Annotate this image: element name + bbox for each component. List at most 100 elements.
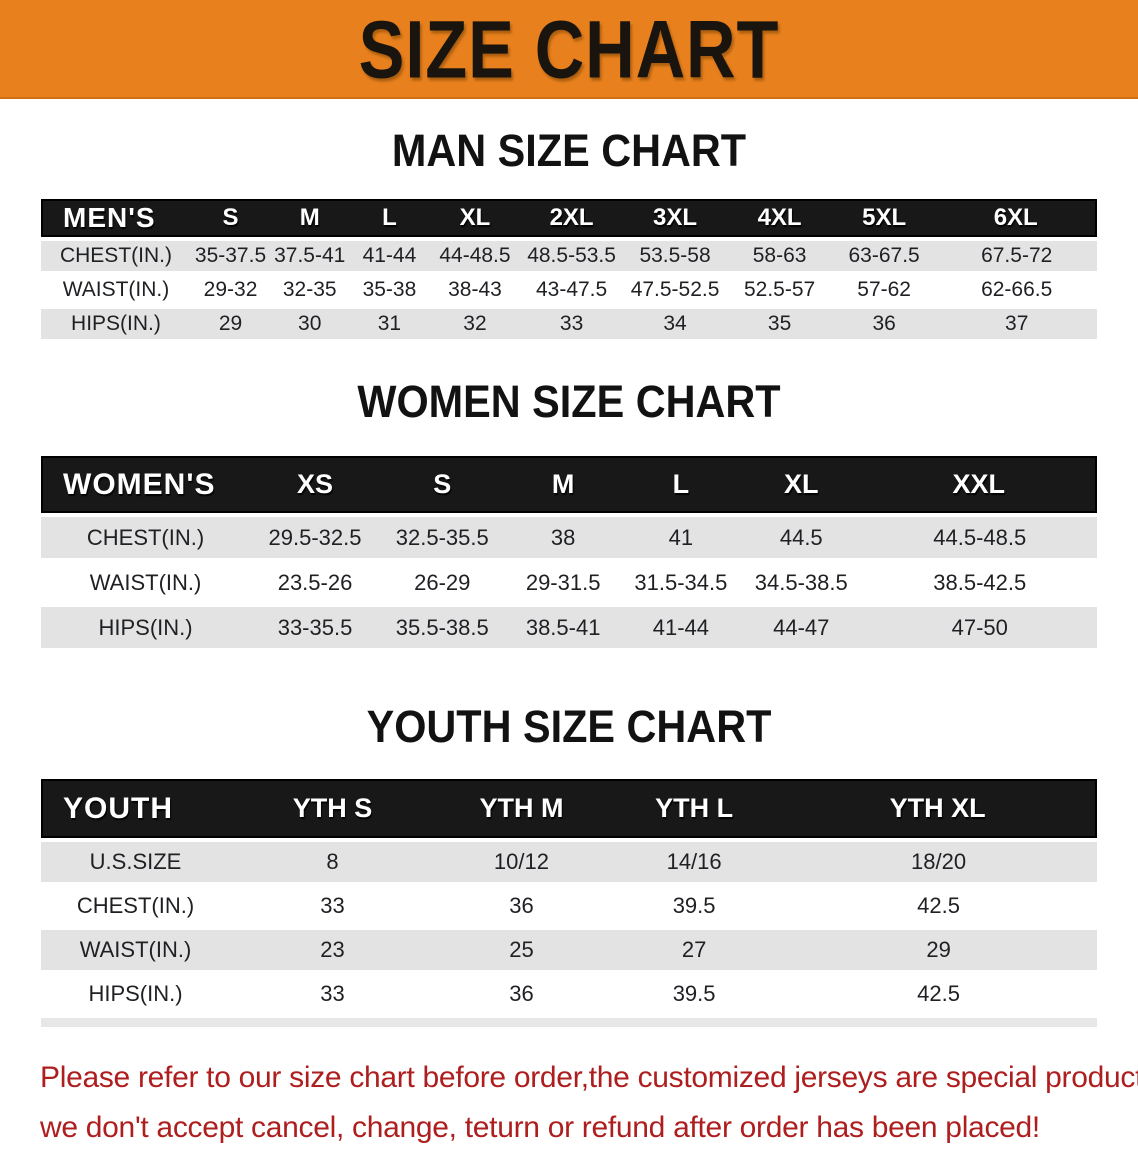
size-value-cell: 34.5-38.5 — [740, 562, 863, 603]
size-value-cell: 37.5-41 — [270, 241, 350, 271]
size-value-cell: 14/16 — [608, 842, 781, 882]
man-section-heading: MAN SIZE CHART — [391, 125, 747, 176]
size-header-row: WOMEN'S XS S M L XL XXL — [41, 456, 1097, 513]
size-value-cell: 32.5-35.5 — [379, 517, 505, 558]
size-value-cell: 58-63 — [727, 241, 832, 271]
size-value-cell: 36 — [434, 974, 609, 1014]
man-size-chart-section: MAN SIZE CHART MEN'S S M L XL 2XL 3XL 4XL 5XL 6XL… — [0, 99, 1138, 343]
size-header-row: YOUTH YTH S YTH M YTH L YTH XL — [41, 779, 1097, 838]
size-column-header: 2XL — [520, 199, 623, 237]
size-value-cell: 26-29 — [379, 562, 505, 603]
size-value-cell: 33-35.5 — [250, 607, 380, 648]
measurement-row: HIPS(IN.) 33 36 39.5 42.5 — [41, 974, 1097, 1014]
size-value-cell: 39.5 — [608, 886, 781, 926]
measurement-row: WAIST(IN.) 23.5-26 26-29 29-31.5 31.5-34.5 34… — [41, 562, 1097, 603]
size-value-cell: 43-47.5 — [520, 275, 623, 305]
size-value-cell: 38 — [504, 517, 622, 558]
size-value-cell: 31 — [349, 309, 430, 339]
size-column-header: S — [379, 456, 505, 513]
youth-size-table: YOUTH YTH S YTH M YTH L YTH XL U.S.SIZE 8 10/12… — [41, 775, 1097, 1018]
size-value-cell: 29-31.5 — [504, 562, 622, 603]
size-column-header: XXL — [862, 456, 1097, 513]
size-column-header: YTH L — [608, 779, 781, 838]
size-value-cell: 41-44 — [349, 241, 430, 271]
size-value-cell: 42.5 — [780, 886, 1097, 926]
women-size-table: WOMEN'S XS S M L XL XXL CHEST(IN.) 29.5-32.5 32.5… — [41, 452, 1097, 652]
disclaimer-line-1: Please refer to our size chart before or… — [40, 1061, 1138, 1094]
disclaimer-line-2: we don't accept cancel, change, teturn o… — [40, 1111, 1040, 1144]
size-value-cell: 62-66.5 — [936, 275, 1097, 305]
size-value-cell: 34 — [622, 309, 728, 339]
size-column-header: L — [621, 456, 741, 513]
banner: SIZE CHART — [0, 0, 1138, 99]
size-value-cell: 53.5-58 — [622, 241, 728, 271]
row-label: U.S.SIZE — [41, 842, 231, 882]
women-size-chart-section: WOMEN SIZE CHART WOMEN'S XS S M L XL XXL CHEST(… — [0, 343, 1138, 652]
table-title: MEN'S — [41, 199, 191, 237]
size-value-cell: 35 — [727, 309, 832, 339]
size-value-cell: 23.5-26 — [250, 562, 380, 603]
size-value-cell: 36 — [831, 309, 937, 339]
women-size-table-wrap: WOMEN'S XS S M L XL XXL CHEST(IN.) 29.5-32.5 32.5… — [41, 452, 1097, 652]
size-column-header: 6XL — [936, 199, 1097, 237]
size-value-cell: 41 — [621, 517, 741, 558]
size-column-header: 4XL — [727, 199, 832, 237]
size-value-cell: 8 — [230, 842, 435, 882]
size-column-header: M — [270, 199, 350, 237]
measurement-row: WAIST(IN.) 23 25 27 29 — [41, 930, 1097, 970]
size-value-cell: 29-32 — [190, 275, 271, 305]
size-value-cell: 48.5-53.5 — [520, 241, 623, 271]
women-section-heading: WOMEN SIZE CHART — [357, 376, 781, 427]
size-value-cell: 32 — [429, 309, 521, 339]
men-size-table-wrap: MEN'S S M L XL 2XL 3XL 4XL 5XL 6XL CHEST(IN.) 35-37… — [41, 195, 1097, 343]
youth-size-chart-section: YOUTH SIZE CHART YOUTH YTH S YTH M YTH L YTH… — [0, 652, 1138, 1027]
size-value-cell: 30 — [270, 309, 350, 339]
size-value-cell: 52.5-57 — [727, 275, 832, 305]
men-size-table: MEN'S S M L XL 2XL 3XL 4XL 5XL 6XL CHEST(IN.) 35-37… — [41, 195, 1097, 343]
size-value-cell: 37 — [936, 309, 1097, 339]
size-value-cell: 44.5-48.5 — [862, 517, 1097, 558]
size-value-cell: 44.5 — [740, 517, 863, 558]
size-value-cell: 33 — [230, 974, 435, 1014]
size-value-cell: 27 — [608, 930, 781, 970]
size-column-header: 3XL — [622, 199, 728, 237]
table-title: YOUTH — [41, 779, 231, 838]
size-value-cell: 38-43 — [429, 275, 521, 305]
size-column-header: XL — [429, 199, 521, 237]
disclaimer: Please refer to our size chart before or… — [40, 1053, 1138, 1153]
measurement-row: CHEST(IN.) 33 36 39.5 42.5 — [41, 886, 1097, 926]
size-value-cell: 38.5-41 — [504, 607, 622, 648]
row-label: CHEST(IN.) — [41, 517, 251, 558]
youth-section-heading: YOUTH SIZE CHART — [366, 701, 772, 752]
size-value-cell: 47.5-52.5 — [622, 275, 728, 305]
size-value-cell: 35-38 — [349, 275, 430, 305]
row-label: HIPS(IN.) — [41, 309, 191, 339]
size-column-header: YTH S — [230, 779, 435, 838]
youth-size-table-wrap: YOUTH YTH S YTH M YTH L YTH XL U.S.SIZE 8 10/12… — [41, 775, 1097, 1027]
row-label: WAIST(IN.) — [41, 930, 231, 970]
size-value-cell: 38.5-42.5 — [862, 562, 1097, 603]
size-value-cell: 67.5-72 — [936, 241, 1097, 271]
size-value-cell: 39.5 — [608, 974, 781, 1014]
measurement-row: HIPS(IN.) 33-35.5 35.5-38.5 38.5-41 41-44 44-… — [41, 607, 1097, 648]
size-value-cell: 41-44 — [621, 607, 741, 648]
size-value-cell: 33 — [230, 886, 435, 926]
size-value-cell: 25 — [434, 930, 609, 970]
size-value-cell: 29.5-32.5 — [250, 517, 380, 558]
size-value-cell: 57-62 — [831, 275, 937, 305]
size-value-cell: 35.5-38.5 — [379, 607, 505, 648]
size-column-header: S — [190, 199, 271, 237]
size-column-header: YTH M — [434, 779, 609, 838]
size-column-header: YTH XL — [780, 779, 1097, 838]
table-title: WOMEN'S — [41, 456, 251, 513]
size-value-cell: 42.5 — [780, 974, 1097, 1014]
size-value-cell: 10/12 — [434, 842, 609, 882]
size-value-cell: 29 — [190, 309, 271, 339]
size-value-cell: 29 — [780, 930, 1097, 970]
size-column-header: 5XL — [831, 199, 937, 237]
measurement-row: CHEST(IN.) 35-37.5 37.5-41 41-44 44-48.5 48.5… — [41, 241, 1097, 271]
size-value-cell: 36 — [434, 886, 609, 926]
size-column-header: XL — [740, 456, 863, 513]
size-value-cell: 47-50 — [862, 607, 1097, 648]
